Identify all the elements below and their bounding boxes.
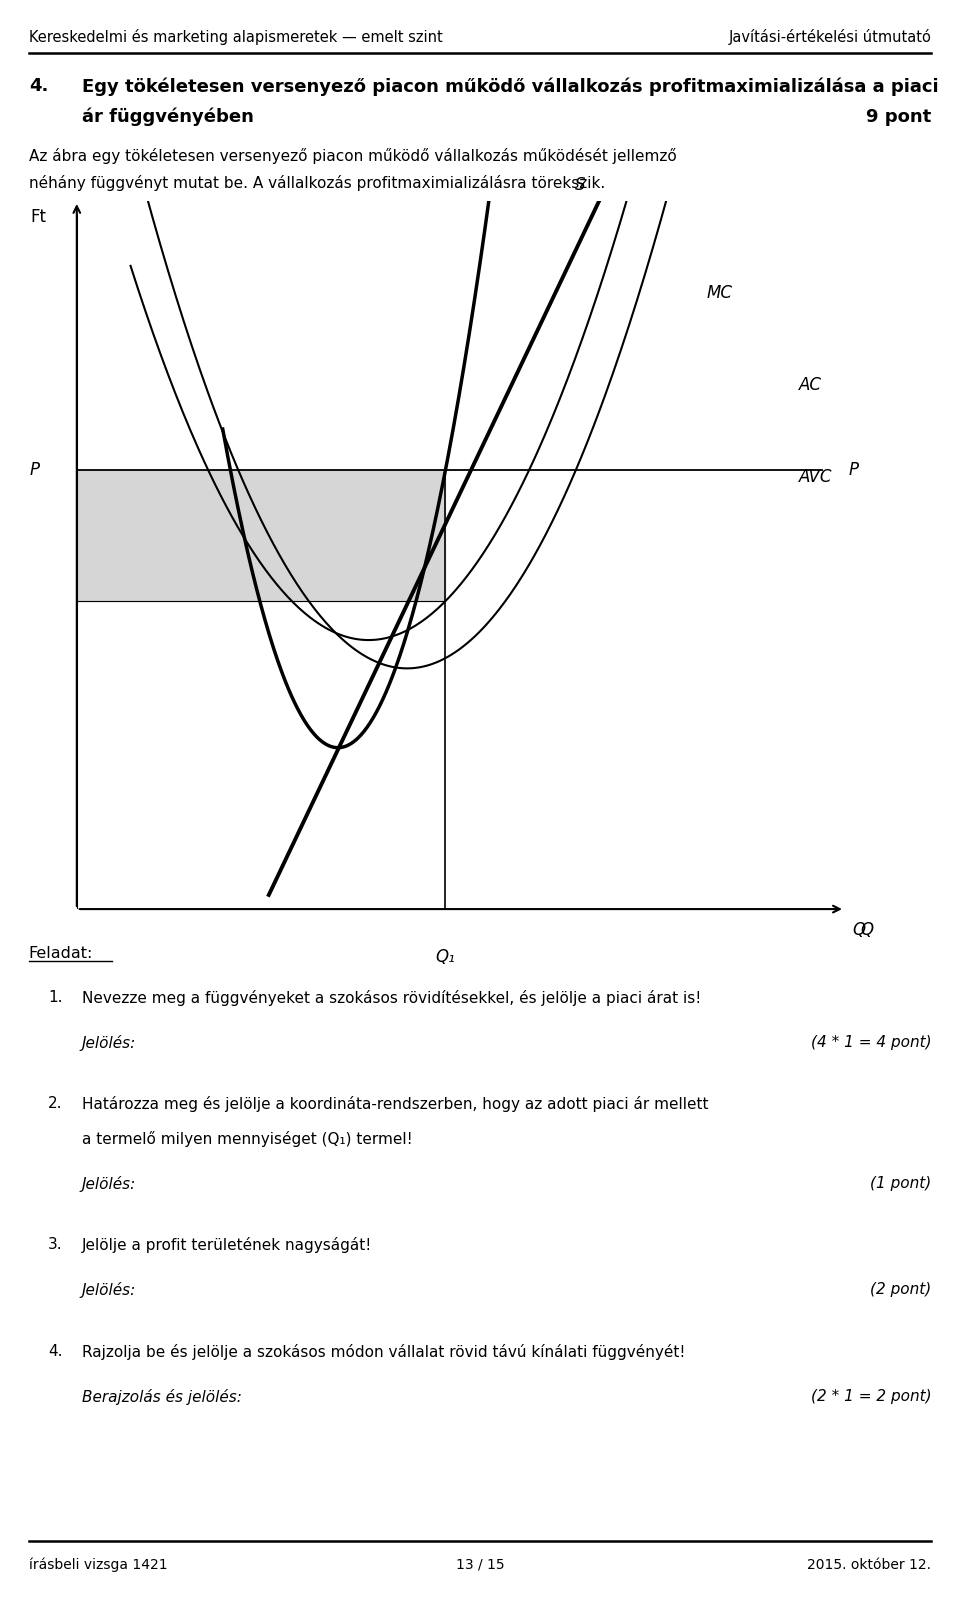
Text: 1.: 1. (48, 990, 62, 1004)
Text: Az ábra egy tökéletesen versenyező piacon működő vállalkozás működését jellemző: Az ábra egy tökéletesen versenyező piaco… (29, 148, 677, 164)
Text: Egy tökéletesen versenyező piacon működő vállalkozás profitmaximializálása a pia: Egy tökéletesen versenyező piacon működő… (82, 77, 938, 95)
Text: MC: MC (707, 285, 732, 302)
Text: Jelölje a profit területének nagyságát!: Jelölje a profit területének nagyságát! (82, 1237, 372, 1253)
Text: Q: Q (852, 922, 866, 940)
Text: AVC: AVC (799, 468, 832, 486)
Text: Jelölés:: Jelölés: (82, 1282, 136, 1298)
Text: 3.: 3. (48, 1237, 62, 1252)
Text: (4 * 1 = 4 pont): (4 * 1 = 4 pont) (810, 1035, 931, 1049)
Text: P: P (849, 462, 858, 479)
Text: néhány függvényt mutat be. A vállalkozás profitmaximializálásra törekszik.: néhány függvényt mutat be. A vállalkozás… (29, 175, 605, 191)
Text: (2 pont): (2 pont) (870, 1282, 931, 1297)
Text: Feladat:: Feladat: (29, 946, 93, 961)
Text: 4.: 4. (48, 1344, 62, 1358)
Text: Jelölés:: Jelölés: (82, 1176, 136, 1192)
Text: Q₁: Q₁ (436, 948, 455, 965)
Text: a termelő milyen mennyiséget (Q₁) termel!: a termelő milyen mennyiséget (Q₁) termel… (82, 1131, 412, 1147)
Text: ár függvényében: ár függvényében (82, 108, 253, 126)
Text: Kereskedelmi és marketing alapismeretek — emelt szint: Kereskedelmi és marketing alapismeretek … (29, 29, 443, 45)
Text: Q: Q (860, 922, 874, 940)
Text: 9 pont: 9 pont (866, 108, 931, 126)
Text: (1 pont): (1 pont) (870, 1176, 931, 1191)
Text: Határozza meg és jelölje a koordináta-rendszerben, hogy az adott piaci ár mellet: Határozza meg és jelölje a koordináta-re… (82, 1096, 708, 1112)
Text: S: S (575, 175, 585, 195)
Text: 2015. október 12.: 2015. október 12. (807, 1558, 931, 1572)
Text: AC: AC (799, 377, 822, 394)
Text: 13 / 15: 13 / 15 (456, 1558, 504, 1572)
Text: Javítási-értékelési útmutató: Javítási-értékelési útmutató (729, 29, 931, 45)
Text: Berajzolás és jelölés:: Berajzolás és jelölés: (82, 1389, 242, 1405)
Text: Jelölés:: Jelölés: (82, 1035, 136, 1051)
Text: Rajzolja be és jelölje a szokásos módon vállalat rövid távú kínálati függvényét!: Rajzolja be és jelölje a szokásos módon … (82, 1344, 685, 1360)
Text: 2.: 2. (48, 1096, 62, 1110)
Text: P: P (30, 462, 39, 479)
Text: Ft: Ft (31, 208, 46, 227)
Text: 4.: 4. (29, 77, 48, 95)
Bar (77, 470, 445, 602)
Text: Nevezze meg a függvényeket a szokásos rövidítésekkel, és jelölje a piaci árat is: Nevezze meg a függvényeket a szokásos rö… (82, 990, 701, 1006)
Text: írásbeli vizsga 1421: írásbeli vizsga 1421 (29, 1558, 167, 1572)
Text: (2 * 1 = 2 pont): (2 * 1 = 2 pont) (810, 1389, 931, 1403)
